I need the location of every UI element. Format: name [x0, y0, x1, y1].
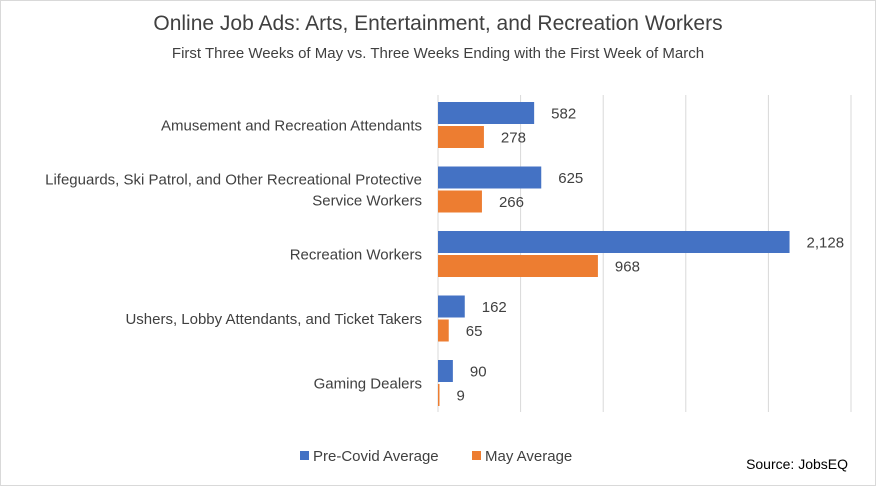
bar-may [438, 255, 598, 277]
data-label: 2,128 [807, 235, 845, 252]
data-label: 582 [551, 106, 576, 123]
legend: Pre-Covid Average May Average [300, 448, 572, 465]
category-label: Recreation Workers [290, 247, 422, 264]
bar-pre-covid [438, 360, 453, 382]
data-label: 278 [501, 130, 526, 147]
data-label: 968 [615, 259, 640, 276]
chart-subtitle: First Three Weeks of May vs. Three Weeks… [171, 45, 705, 62]
bar-may [438, 319, 449, 342]
category-label: Service Workers [312, 193, 422, 210]
legend-label: May Average [485, 448, 572, 465]
source-note: Source: JobsEQ [746, 456, 848, 472]
data-label: 9 [456, 388, 464, 405]
data-label: 266 [499, 194, 524, 211]
bar-may [438, 190, 482, 213]
data-label: 65 [466, 323, 483, 340]
category-labels: Amusement and Recreation Attendants Lifeg… [45, 118, 422, 393]
category-label: Ushers, Lobby Attendants, and Ticket Tak… [125, 311, 422, 328]
bar-pre-covid [438, 295, 465, 318]
bars [438, 102, 790, 406]
category-label: Amusement and Recreation Attendants [161, 118, 422, 135]
data-label: 162 [482, 299, 507, 316]
bar-pre-covid [438, 102, 535, 124]
category-label: Gaming Dealers [314, 376, 422, 393]
category-label: Lifeguards, Ski Patrol, and Other Recrea… [45, 172, 422, 189]
bar-pre-covid [438, 231, 790, 253]
legend-label: Pre-Covid Average [313, 448, 439, 465]
legend-swatch [300, 451, 309, 460]
data-labels: 582 278 625 266 2,128 968 162 65 90 9 [456, 106, 844, 405]
bar-may [438, 384, 440, 406]
data-label: 90 [470, 364, 487, 381]
data-label: 625 [558, 170, 583, 187]
bar-pre-covid [438, 166, 542, 189]
chart-title: Online Job Ads: Arts, Entertainment, and… [153, 12, 723, 35]
legend-swatch [472, 451, 481, 460]
bar-may [438, 126, 484, 148]
